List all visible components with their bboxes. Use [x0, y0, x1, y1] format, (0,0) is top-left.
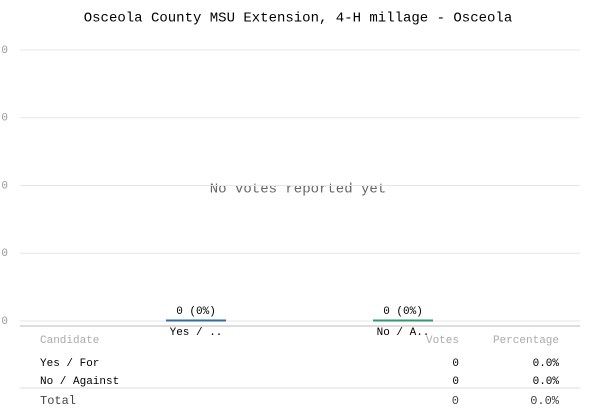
chart-title: Osceola County MSU Extension, 4-H millag…: [84, 11, 512, 27]
x-tick-label: No / A..: [377, 327, 430, 339]
table-cell: 0: [452, 358, 459, 370]
table-total: 0.0%: [530, 394, 560, 408]
table-total: Total: [40, 394, 76, 408]
value-label: 0 (0%): [176, 306, 216, 318]
table-cell: 0.0%: [533, 376, 560, 388]
bar: [166, 319, 226, 322]
value-label: 0 (0%): [383, 306, 423, 318]
table-cell: No / Against: [40, 376, 119, 388]
table-cell: Yes / For: [40, 358, 99, 370]
y-tick-label: 0: [1, 316, 8, 328]
y-tick-label: 0: [1, 113, 8, 125]
table-total: 0: [452, 394, 459, 408]
y-tick-label: 0: [1, 248, 8, 260]
table-header: Percentage: [493, 335, 559, 347]
table-cell: 0.0%: [533, 358, 560, 370]
table-cell: 0: [452, 376, 459, 388]
y-tick-label: 0: [1, 180, 8, 192]
y-tick-label: 0: [1, 45, 8, 57]
empty-message: No votes reported yet: [210, 182, 386, 198]
x-tick-label: Yes / ..: [170, 327, 223, 339]
table-header: Votes: [426, 335, 459, 347]
bar: [373, 319, 433, 322]
table-header: Candidate: [40, 335, 99, 347]
